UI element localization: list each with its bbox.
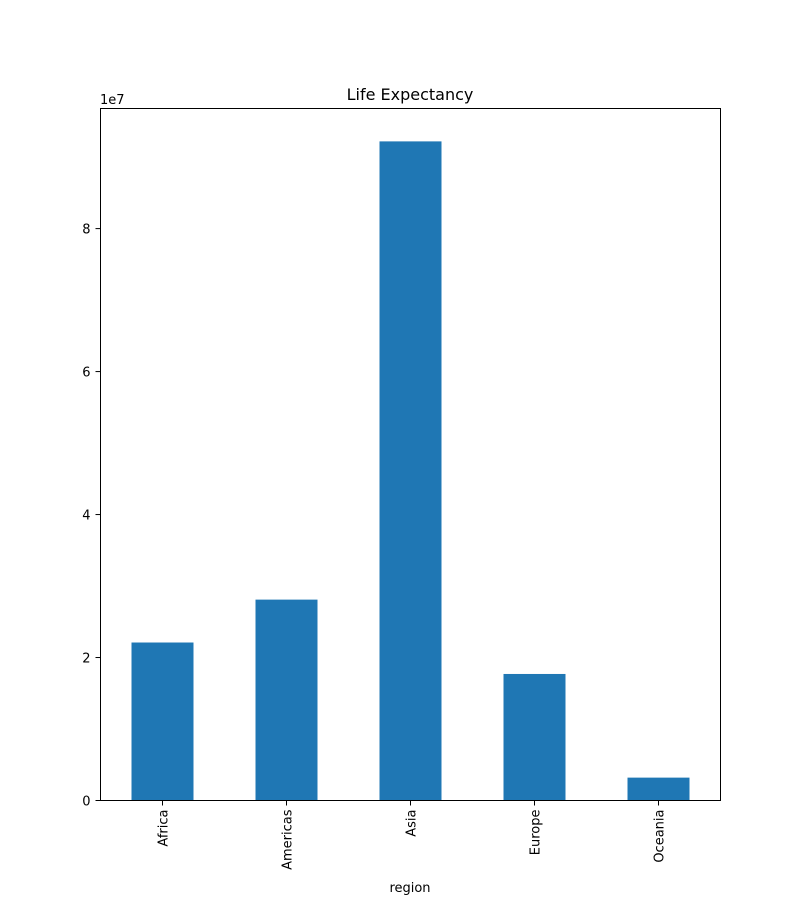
bar-asia [379, 141, 442, 801]
x-tick-label: Europe [529, 810, 544, 856]
y-tick-label: 2 [82, 652, 90, 667]
bar-americas [255, 599, 318, 801]
y-axis-offset-label: 1e7 [100, 93, 125, 108]
x-tick-label: Asia [405, 810, 420, 837]
x-axis-label: region [389, 881, 430, 896]
y-tick-label: 6 [82, 366, 90, 381]
y-tick-label: 0 [82, 795, 90, 810]
y-axis-ticks: 0 2 4 6 8 [82, 223, 101, 810]
bars-layer [131, 141, 690, 801]
x-tick-label: Africa [157, 810, 172, 847]
plot-area-frame [100, 108, 721, 801]
y-tick-label: 8 [82, 223, 90, 238]
chart-title: Life Expectancy [347, 85, 474, 104]
x-tick-label: Oceania [653, 810, 668, 863]
bar-europe [503, 673, 566, 801]
x-axis-ticks: Africa Americas Asia Europe Oceania [157, 800, 668, 870]
bar-africa [131, 642, 194, 801]
bar-oceania [627, 777, 690, 801]
x-tick-label: Americas [281, 809, 296, 870]
y-tick-label: 4 [82, 509, 90, 524]
